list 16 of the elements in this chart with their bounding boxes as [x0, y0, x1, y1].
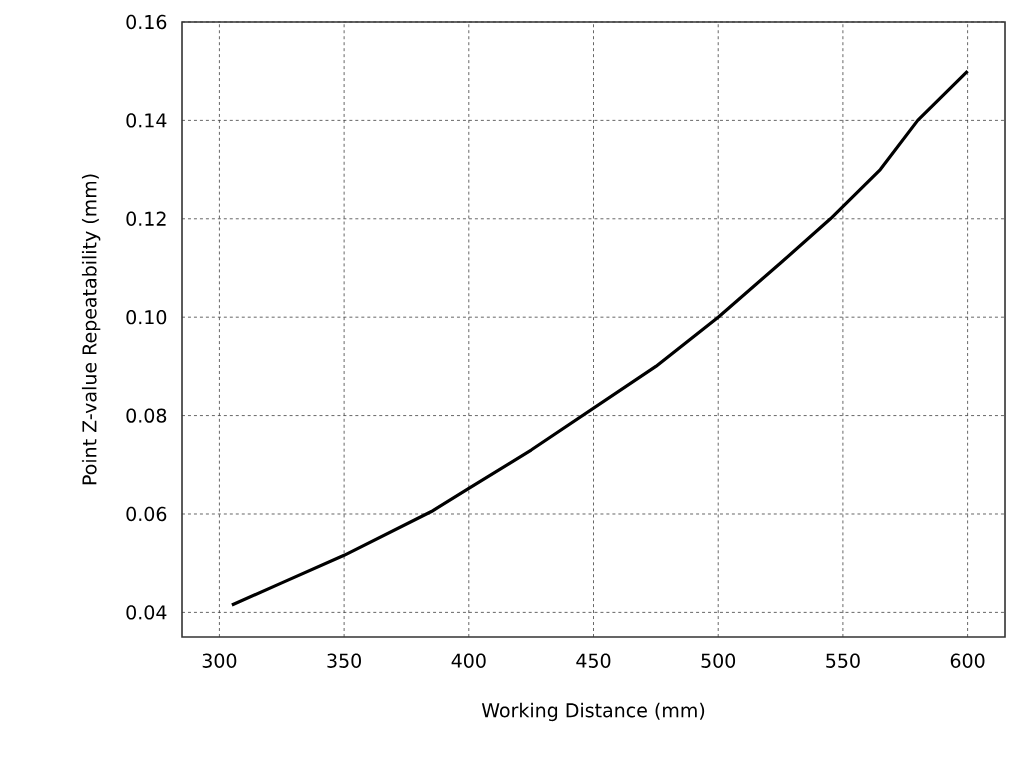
y-tick-label: 0.08: [126, 408, 167, 423]
x-tick-label: 600: [950, 653, 985, 668]
x-tick-label: 300: [202, 653, 237, 668]
x-tick-label: 550: [826, 653, 860, 668]
x-tick-label: 350: [327, 653, 361, 668]
x-tick-label: 400: [451, 653, 486, 668]
y-tick-label: 0.14: [126, 113, 167, 128]
y-tick-label: 0.06: [126, 506, 167, 522]
y-tick-label: 0.04: [126, 605, 167, 620]
y-tick-label: 0.10: [126, 309, 167, 325]
y-tick-label: 0.16: [126, 14, 167, 30]
y-tick-label: 0.12: [126, 211, 166, 226]
x-tick-label: 500: [701, 653, 736, 668]
y-axis-title: Point Z-value Repeatability (mm): [81, 174, 101, 485]
x-axis-title: Working Distance (mm): [481, 702, 705, 722]
x-tick-label: 450: [576, 653, 611, 668]
